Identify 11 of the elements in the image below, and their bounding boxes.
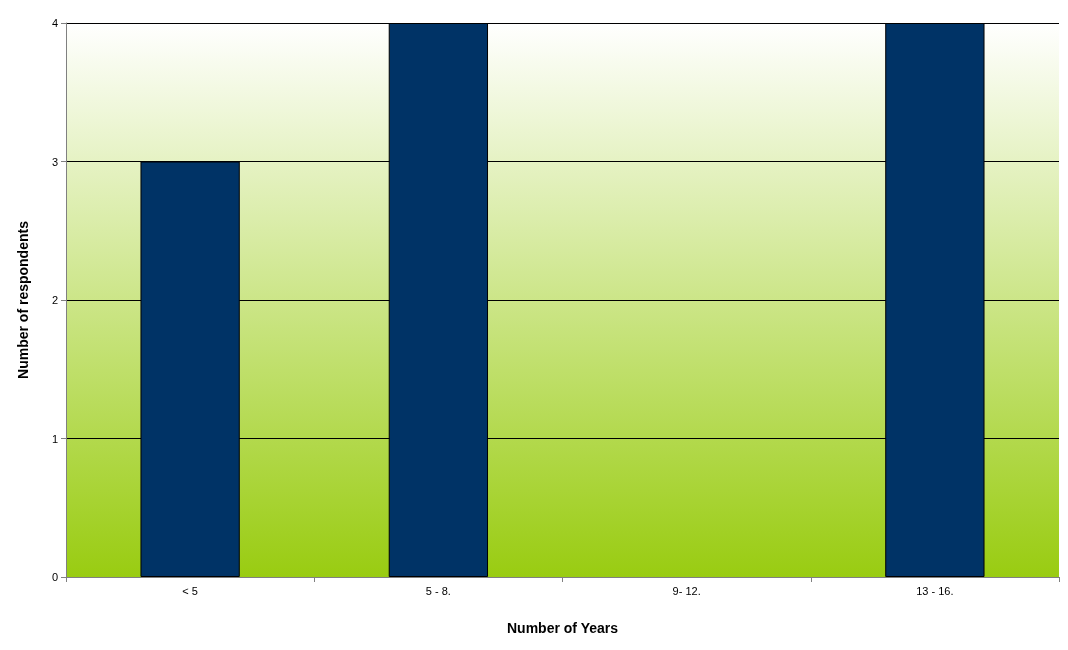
y-axis-title: Number of respondents (15, 220, 31, 379)
x-tick-label: 5 - 8. (425, 584, 451, 597)
y-tick-label: 0 (51, 571, 58, 583)
y-tick-label: 1 (51, 432, 58, 445)
y-tick-label: 3 (51, 155, 58, 168)
y-tick-label: 4 (51, 17, 58, 29)
x-tick-label: 13 - 16. (916, 584, 954, 597)
x-tick-label: < 5 (182, 584, 198, 597)
x-axis-title: Number of Years (506, 620, 619, 636)
y-tick-label: 2 (51, 294, 58, 306)
x-tick-label: 9- 12. (672, 584, 701, 597)
